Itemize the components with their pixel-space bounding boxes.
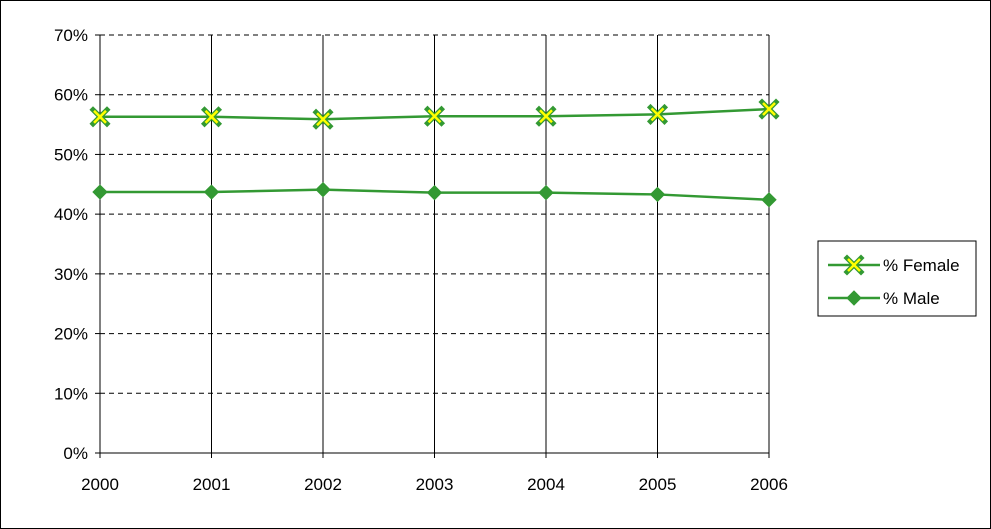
x-tick-label: 2003 xyxy=(416,475,454,494)
data-point xyxy=(312,108,334,130)
data-point xyxy=(203,184,220,200)
axes xyxy=(95,34,770,458)
x-tick-label: 2004 xyxy=(527,475,565,494)
y-tick-label: 50% xyxy=(54,145,88,164)
series-male xyxy=(92,181,777,208)
x-tick-label: 2000 xyxy=(81,475,119,494)
legend-item: % Female xyxy=(828,254,960,276)
legend-marker xyxy=(846,290,862,306)
data-point xyxy=(200,106,223,128)
y-tick-label: 0% xyxy=(63,444,88,463)
data-point xyxy=(761,192,777,208)
x-tick-label: 2006 xyxy=(750,475,788,494)
marker-x-fill xyxy=(762,102,776,116)
series-layer xyxy=(89,98,780,208)
legend-marker xyxy=(843,254,865,276)
y-tick-label: 20% xyxy=(54,325,88,344)
data-point xyxy=(646,103,669,125)
legend-label: % Male xyxy=(883,289,940,308)
marker-x-fill xyxy=(539,109,553,124)
y-tick-label: 40% xyxy=(54,205,88,224)
data-point xyxy=(423,105,446,127)
x-tick-label: 2005 xyxy=(639,475,677,494)
x-axis-tick-labels: 2000 2001 2002 2003 2004 2005 2006 xyxy=(81,475,788,494)
data-point xyxy=(315,181,331,198)
marker-x-fill xyxy=(847,258,861,272)
legend-box xyxy=(817,240,977,317)
data-point xyxy=(538,184,554,201)
marker-x-fill xyxy=(204,109,219,124)
legend: % Female % Male xyxy=(817,240,977,317)
legend-item: % Male xyxy=(828,289,940,308)
y-tick-label: 10% xyxy=(54,384,88,403)
marker-x-fill xyxy=(650,107,665,122)
x-tick-label: 2002 xyxy=(304,475,342,494)
series-female xyxy=(89,98,780,130)
data-point xyxy=(426,184,443,201)
y-tick-label: 70% xyxy=(54,26,88,45)
data-point xyxy=(649,186,666,203)
data-point xyxy=(535,105,557,127)
marker-x-fill xyxy=(427,109,442,124)
x-tick-label: 2001 xyxy=(193,475,231,494)
data-point xyxy=(758,98,780,120)
grid xyxy=(100,34,770,453)
y-tick-label: 30% xyxy=(54,265,88,284)
marker-x-fill xyxy=(316,112,330,127)
y-axis-tick-labels: 0% 10% 20% 30% 40% 50% 60% 70% xyxy=(54,26,88,463)
legend-label: % Female xyxy=(883,256,960,275)
y-tick-label: 60% xyxy=(54,86,88,105)
data-point xyxy=(92,184,108,200)
marker-x-fill xyxy=(93,109,107,124)
data-point xyxy=(89,106,111,128)
